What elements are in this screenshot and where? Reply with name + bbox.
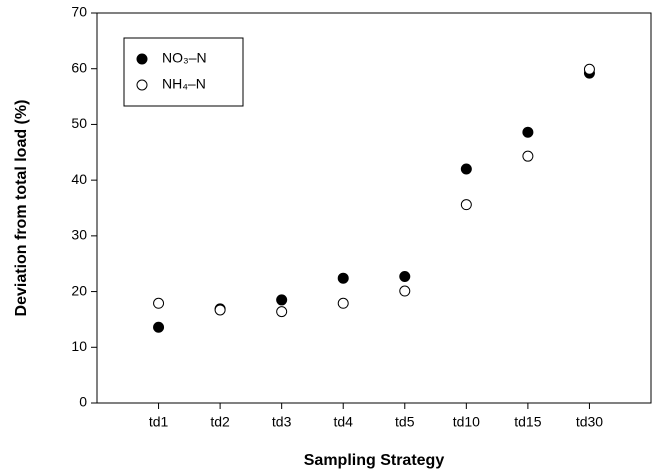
- y-tick-label: 20: [71, 282, 87, 298]
- x-tick-label: td4: [333, 414, 353, 430]
- data-point: [276, 294, 288, 306]
- data-point: [522, 126, 534, 138]
- data-point: [337, 297, 349, 309]
- data-point: [460, 163, 472, 175]
- y-tick-label: 60: [71, 59, 87, 75]
- data-point: [399, 285, 411, 297]
- data-point: [583, 63, 595, 75]
- legend-box: [123, 37, 244, 107]
- y-axis-title: Deviation from total load (%): [13, 100, 30, 317]
- x-axis-title: Sampling Strategy: [304, 452, 445, 469]
- x-tick-label: td3: [272, 414, 292, 430]
- x-tick-label: td15: [514, 414, 541, 430]
- data-point: [276, 306, 288, 318]
- plot-frame: [96, 12, 652, 404]
- data-point: [153, 321, 165, 333]
- data-point: [522, 150, 534, 162]
- legend-marker: [136, 79, 148, 91]
- data-point: [214, 304, 226, 316]
- legend-label: NH₄–N: [162, 76, 206, 92]
- legend-label: NO₃–N: [162, 50, 207, 66]
- x-tick-label: td10: [453, 414, 480, 430]
- data-point: [399, 271, 411, 283]
- x-tick-label: td5: [395, 414, 415, 430]
- legend-marker: [136, 53, 148, 65]
- y-tick-label: 40: [71, 171, 87, 187]
- data-point: [460, 199, 472, 211]
- data-point: [337, 272, 349, 284]
- x-tick-label: td30: [576, 414, 603, 430]
- x-tick-label: td1: [149, 414, 169, 430]
- x-tick-label: td2: [210, 414, 230, 430]
- y-tick-label: 0: [79, 394, 87, 410]
- data-point: [153, 297, 165, 309]
- y-tick-label: 50: [71, 115, 87, 131]
- y-tick-label: 10: [71, 338, 87, 354]
- y-tick-label: 30: [71, 227, 87, 243]
- y-tick-label: 70: [71, 4, 87, 20]
